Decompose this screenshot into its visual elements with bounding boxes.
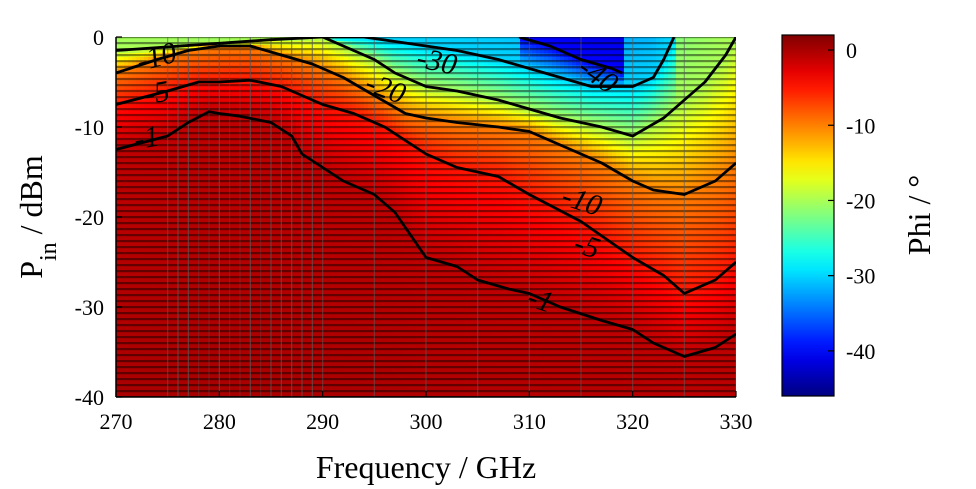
plot-area [116, 37, 736, 397]
